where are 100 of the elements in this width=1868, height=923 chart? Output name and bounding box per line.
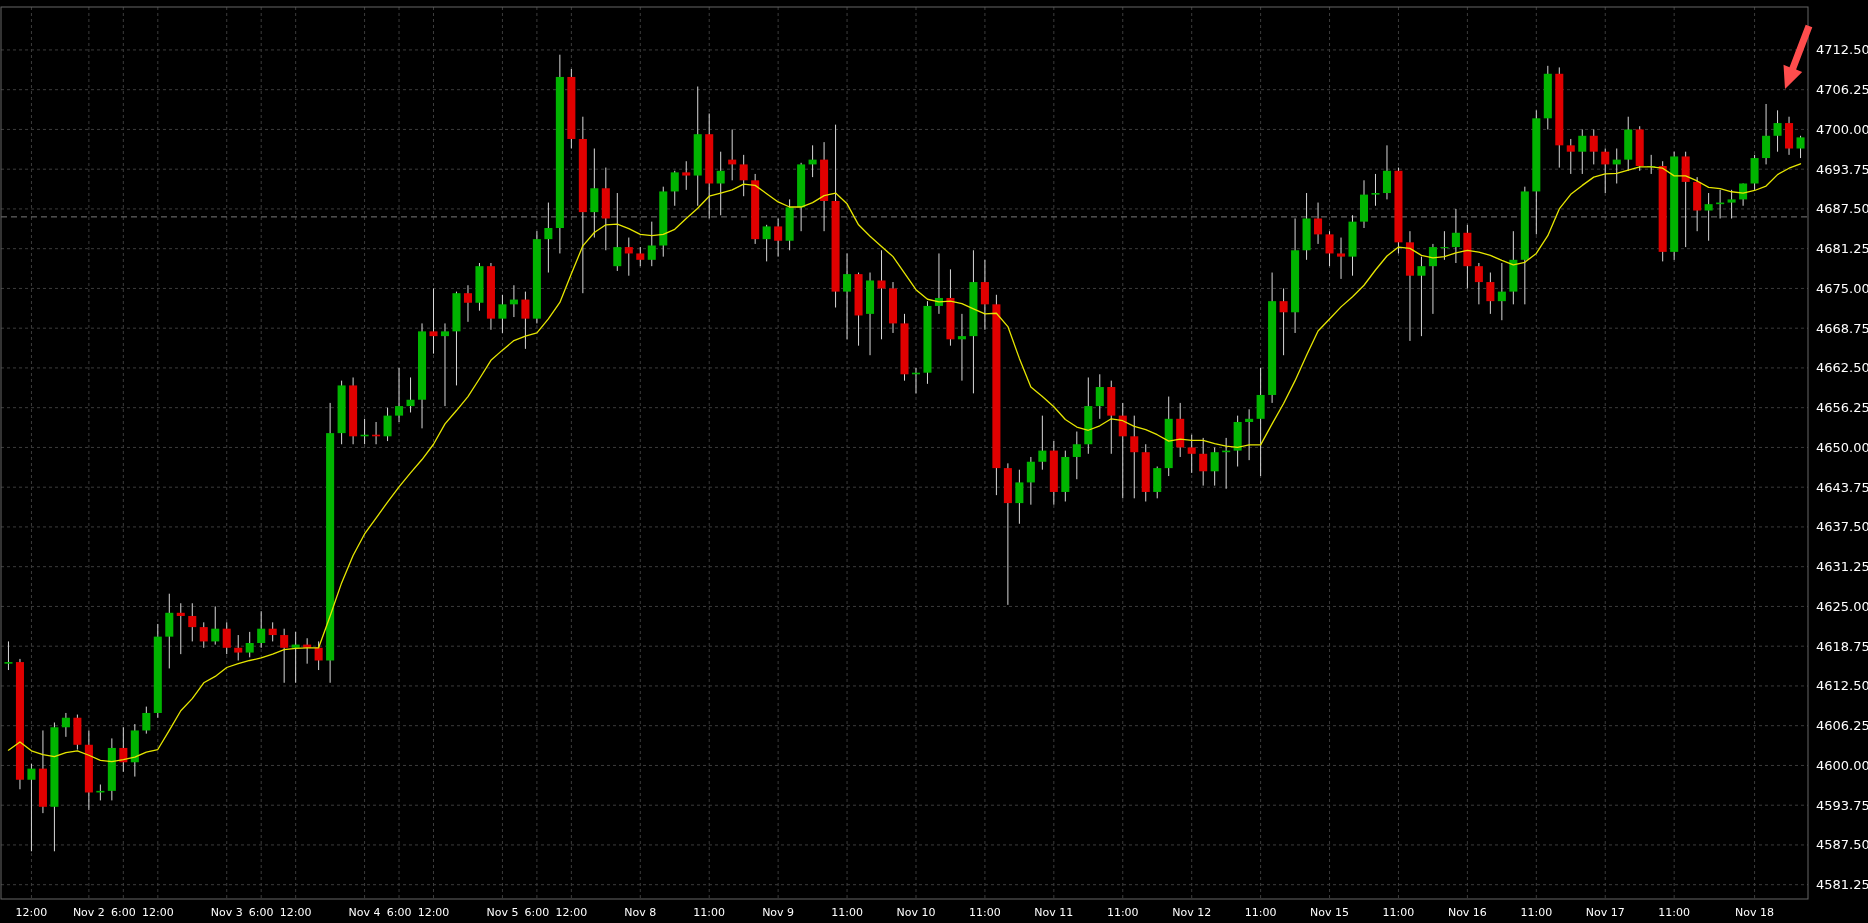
x-tick-label: Nov 2 — [72, 906, 105, 919]
x-tick-label: Nov 3 — [210, 906, 243, 919]
x-tick-label: Nov 12 — [1172, 906, 1212, 919]
candlestick — [762, 224, 771, 262]
candlestick — [1095, 373, 1104, 420]
x-tick-label: Nov 18 — [1735, 906, 1775, 919]
y-tick-label: 4668.75 — [1816, 320, 1868, 336]
y-tick-label: 4600.00 — [1816, 757, 1868, 773]
candlestick — [843, 252, 852, 340]
candlestick — [1773, 109, 1782, 153]
candlestick — [1325, 230, 1334, 267]
y-tick-label: 4618.75 — [1816, 638, 1868, 654]
x-tick-label: 11:00 — [831, 906, 863, 919]
candlestick — [624, 237, 633, 277]
candlestick — [1762, 103, 1771, 165]
y-tick-label: 4662.50 — [1816, 360, 1868, 376]
x-tick-label: Nov 10 — [896, 906, 936, 919]
x-tick-label: 11:00 — [693, 906, 726, 919]
x-tick-label: 11:00 — [1658, 906, 1691, 919]
candlestick — [4, 640, 13, 671]
y-tick-label: 4706.25 — [1816, 82, 1868, 98]
candlestick — [429, 287, 438, 355]
candlestick — [142, 706, 151, 735]
candlestick — [291, 631, 300, 684]
candlestick — [670, 170, 679, 207]
candlestick — [1739, 182, 1748, 207]
y-tick-label: 4625.00 — [1816, 598, 1868, 614]
candlestick — [682, 160, 691, 191]
x-tick-label: Nov 8 — [624, 906, 657, 919]
candlestick — [245, 631, 254, 658]
candlestick — [1727, 189, 1736, 219]
x-tick-label: Nov 17 — [1585, 906, 1625, 919]
y-tick-label: 4631.25 — [1816, 559, 1868, 575]
x-tick-label: 11:00 — [1244, 906, 1277, 919]
x-tick-label: Nov 4 — [348, 906, 381, 919]
candlestick — [544, 202, 553, 274]
y-tick-label: 4687.50 — [1816, 201, 1868, 217]
candlestick — [234, 634, 243, 661]
y-tick-label: 4656.25 — [1816, 400, 1868, 416]
candlestick — [1026, 456, 1035, 506]
x-tick-label: Nov 15 — [1310, 906, 1350, 919]
x-tick-label: 6:00 — [248, 906, 274, 919]
candlestick — [498, 294, 507, 334]
y-tick-label: 4712.50 — [1816, 42, 1868, 58]
x-tick-label: 11:00 — [1520, 906, 1553, 919]
candlestick — [1118, 402, 1127, 499]
y-tick-label: 4650.00 — [1816, 439, 1868, 455]
candlestick — [647, 221, 656, 267]
candlestick — [257, 610, 266, 649]
candlestick — [1601, 148, 1610, 194]
candlestick — [774, 217, 783, 258]
candlestick — [957, 313, 966, 382]
x-tick-label: Nov 16 — [1447, 906, 1487, 919]
candlestick — [314, 640, 323, 671]
candlestick — [199, 621, 208, 649]
y-tick-label: 4637.50 — [1816, 519, 1868, 535]
y-tick-label: 4693.75 — [1816, 161, 1868, 177]
candlestick — [1417, 256, 1426, 337]
x-tick-label: 11:00 — [1106, 906, 1139, 919]
candlestick — [27, 763, 36, 852]
candlestick — [877, 249, 886, 340]
candlestick — [406, 376, 415, 413]
candlestick — [1187, 434, 1196, 474]
y-tick-label: 4681.25 — [1816, 241, 1868, 257]
x-tick-label: 11:00 — [969, 906, 1001, 919]
candlestick — [1153, 466, 1162, 499]
candlestick — [1337, 237, 1346, 280]
candlestick — [280, 628, 289, 684]
candlestick — [980, 259, 989, 331]
candlestick — [1474, 262, 1483, 305]
candlestick — [636, 246, 645, 267]
candlestick — [1038, 415, 1047, 471]
candlestick — [1566, 138, 1575, 175]
x-tick-label: 6:00 — [386, 906, 412, 919]
x-tick-label: 6:00 — [524, 906, 550, 919]
candlestick — [1256, 367, 1265, 477]
candlestick — [1589, 128, 1598, 165]
candlestick — [395, 367, 404, 423]
candlestick — [211, 605, 220, 646]
candlestick — [1796, 135, 1805, 159]
candlestick — [590, 148, 599, 239]
candlestick — [1130, 415, 1139, 499]
x-tick-label: 6:00 — [110, 906, 136, 919]
candlestick — [1497, 262, 1506, 321]
y-tick-label: 4700.00 — [1816, 121, 1868, 137]
candlestick — [1072, 431, 1081, 480]
y-tick-label: 4606.25 — [1816, 718, 1868, 734]
candlestick — [222, 621, 231, 655]
x-tick-label: 12:00 — [279, 906, 312, 919]
candlestick — [1279, 287, 1288, 356]
candlestick — [1210, 446, 1219, 487]
y-tick-label: 4675.00 — [1816, 280, 1868, 296]
candlestick — [176, 602, 185, 655]
candlestick — [268, 621, 277, 642]
candlestick — [1451, 208, 1460, 264]
x-tick-label: 12:00 — [417, 906, 450, 919]
x-tick-label: 12:00 — [555, 906, 588, 919]
candlestick — [613, 192, 622, 272]
candlestick — [383, 407, 392, 442]
candlestick — [440, 322, 450, 407]
